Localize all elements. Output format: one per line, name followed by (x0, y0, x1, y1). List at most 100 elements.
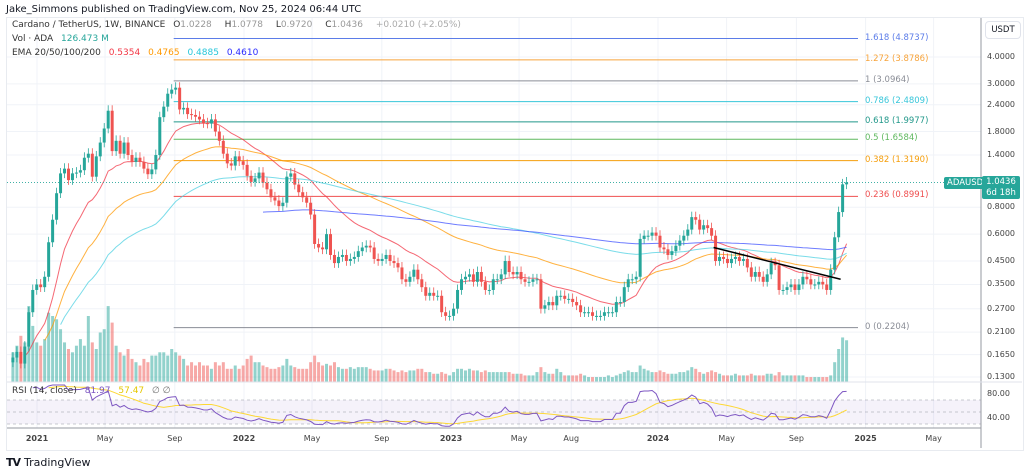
price-tick-label: 2.4000 (987, 99, 1015, 109)
candle-body (368, 245, 372, 248)
candle-body (555, 295, 559, 306)
time-tick-label: 2021 (25, 434, 49, 443)
volume-bar (658, 370, 662, 382)
volume-bar (475, 370, 479, 382)
volume-bar (340, 368, 344, 382)
fib-level-label: 0.236 (0.8991) (865, 190, 929, 201)
volume-bar (618, 373, 622, 382)
volume-bar (551, 373, 555, 382)
time-tick-label: May (510, 434, 528, 443)
volume-bar (245, 358, 249, 382)
candle-body (150, 169, 154, 175)
volume-bar (777, 372, 781, 382)
candle-body (729, 258, 733, 264)
volume-bar (265, 367, 269, 382)
volume-bar (404, 372, 408, 382)
candle-body (11, 357, 15, 363)
volume-bar (269, 368, 273, 382)
volume-bar (273, 368, 277, 382)
candle-body (213, 119, 217, 132)
candle-body (841, 184, 845, 213)
volume-bar (650, 372, 654, 382)
time-tick-label: Sep (374, 434, 390, 443)
candle-body (845, 182, 849, 185)
volume-bar (670, 373, 674, 382)
candle-body (781, 289, 785, 291)
candle-body (583, 312, 587, 314)
volume-bar (793, 375, 797, 382)
volume-bar (579, 373, 583, 382)
volume-bar (527, 375, 531, 382)
candle-body (606, 312, 610, 314)
candle-body (158, 117, 162, 156)
volume-bar (797, 375, 801, 382)
candle-body (209, 119, 213, 124)
candle-body (432, 292, 436, 296)
candle-body (741, 258, 745, 262)
volume-bar (325, 363, 329, 382)
volume-bar (698, 372, 702, 382)
volume-bar (539, 367, 543, 382)
volume-bar (384, 368, 388, 382)
time-tick-label: May (303, 434, 321, 443)
candle-body (670, 251, 674, 255)
volume-bar (471, 370, 475, 382)
volume-bar (134, 362, 138, 382)
candle-body (591, 312, 595, 316)
volume-bar (555, 368, 559, 382)
candle-body (805, 276, 809, 280)
candle-body (507, 261, 511, 272)
candle-body (94, 156, 98, 177)
price-tick-label: 1.8000 (987, 126, 1015, 136)
volume-bar (47, 312, 51, 382)
volume-bar (142, 358, 146, 382)
candle-body (610, 312, 614, 314)
candle-body (829, 269, 833, 290)
candle-body (733, 256, 737, 259)
candle-body (178, 87, 182, 110)
volume-bar (205, 365, 209, 382)
volume-bar (51, 316, 55, 382)
time-tick-label: May (96, 434, 114, 443)
candle-body (102, 128, 106, 143)
candle-body (257, 172, 261, 179)
candle-body (162, 106, 166, 118)
candle-body (682, 235, 686, 241)
candle-body (31, 289, 35, 313)
candle-body (706, 225, 710, 229)
volume-bar (186, 365, 190, 382)
candle-body (201, 119, 205, 124)
volume-bar (257, 362, 261, 382)
candle-body (523, 279, 527, 282)
candle-body (575, 302, 579, 306)
volume-bar (11, 352, 15, 382)
price-tick-label: 1.4000 (987, 150, 1015, 160)
volume-bar (114, 345, 118, 382)
fib-level-label: 0.382 (1.3190) (865, 154, 929, 165)
volume-bar (761, 375, 765, 382)
candle-body (237, 156, 241, 162)
volume-bar (718, 373, 722, 382)
price-tick-label: 0.3500 (987, 279, 1015, 289)
candle-body (456, 289, 460, 309)
volume-bar (440, 372, 444, 382)
volume-bar (785, 375, 789, 382)
candle-body (166, 93, 170, 107)
volume-bar (170, 349, 174, 382)
volume-bar (757, 375, 761, 382)
currency-button[interactable]: USDT (985, 21, 1021, 39)
volume-bar (190, 362, 194, 382)
candle-body (114, 140, 118, 152)
candle-body (66, 168, 70, 181)
volume-bar (237, 368, 241, 382)
candle-body (809, 279, 813, 285)
volume-bar (583, 375, 587, 382)
volume-bar (817, 377, 821, 382)
volume-bar (563, 375, 567, 382)
volume-bar (602, 377, 606, 382)
volume-bar (432, 373, 436, 382)
tradingview-logo[interactable]: TV TradingView (6, 456, 91, 469)
volume-bar (845, 340, 849, 382)
volume-bar (841, 337, 845, 382)
